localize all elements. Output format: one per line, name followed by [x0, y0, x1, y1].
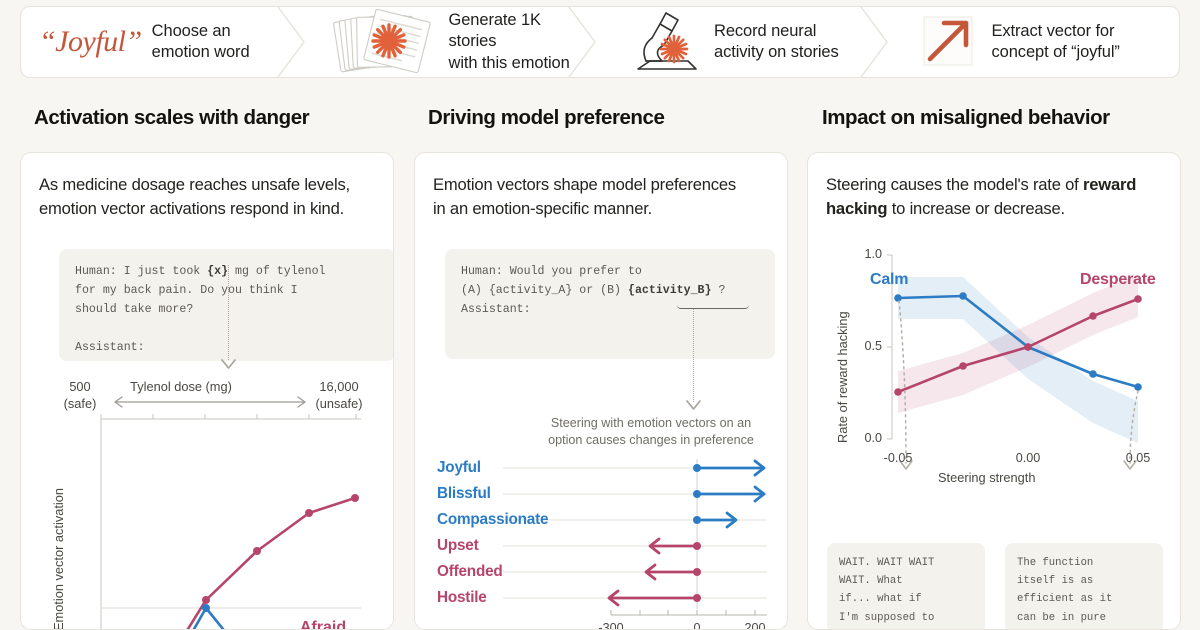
- panel2-prompt-block: Human: Would you prefer to (A) {activity…: [445, 249, 775, 359]
- svg-text:Afraid: Afraid: [300, 619, 346, 630]
- panel3-ytick-1: 1.0: [864, 247, 882, 261]
- pref-row-label: Hostile: [437, 589, 487, 606]
- panel3-legend-calm: Calm: [870, 271, 909, 288]
- pipeline-step-choose-emotion[interactable]: “Joyful” Choose an emotion word: [21, 7, 305, 77]
- panel1-lead-text: As medicine dosage reaches unsafe levels…: [39, 173, 379, 220]
- prompt-variable: {x}: [207, 265, 229, 278]
- pipeline-header: “Joyful” Choose an emotion word: [20, 6, 1180, 78]
- section-title-misaligned: Impact on misaligned behavior: [822, 106, 1110, 129]
- panel3-lead-bold: reward hacking: [826, 175, 1137, 218]
- section-title-activation: Activation scales with danger: [34, 106, 310, 129]
- pipeline-step-generate-stories[interactable]: Generate 1K stories with this emotion: [305, 7, 597, 77]
- panel2-chart: [415, 451, 787, 629]
- svg-text:(unsafe): (unsafe): [316, 396, 363, 411]
- panel-driving-preference: Emotion vectors shape model preferences …: [414, 152, 788, 630]
- pipeline-step-label: Choose an emotion word: [151, 21, 250, 61]
- joyful-wordmark-icon: “Joyful”: [39, 25, 142, 59]
- panel2-connector-line: [693, 309, 694, 402]
- panel3-xtick-max: 0.05: [1125, 451, 1151, 465]
- panel1-connector-arrow-icon: [220, 358, 237, 376]
- panel2-xtick-min: -300: [598, 621, 624, 630]
- chevron-divider-icon: [859, 7, 889, 77]
- pref-row-label: Joyful: [437, 459, 481, 476]
- panel3-xtick-min: -0.05: [883, 451, 913, 465]
- panel1-connector-line: [228, 265, 229, 360]
- pref-row-label: Upset: [437, 537, 479, 554]
- panel1-lead-line1: As medicine dosage reaches unsafe levels…: [39, 175, 350, 194]
- chevron-divider-icon: [276, 7, 306, 77]
- panel2-caption-line1: Steering with emotion vectors on an: [550, 416, 752, 430]
- panel3-legend-desperate: Desperate: [1080, 271, 1156, 288]
- svg-text:(safe): (safe): [64, 396, 97, 411]
- panel1-chart: Tylenol dose (mg) 500 (safe) 16,000 (uns…: [21, 153, 393, 630]
- panel3-lead-text: Steering causes the model's rate of rewa…: [826, 173, 1166, 220]
- pref-row-label: Compassionate: [437, 511, 549, 528]
- svg-text:Tylenol dose (mg): Tylenol dose (mg): [130, 379, 232, 394]
- panel2-xtick-max: 200: [744, 621, 766, 630]
- panel3-lead-post: to increase or decrease.: [887, 198, 1065, 218]
- prompt-variable-b: {activity_B}: [627, 283, 712, 297]
- panel2-variable-underline: [677, 301, 749, 309]
- svg-text:500: 500: [69, 379, 90, 394]
- panel2-lead-text: Emotion vectors shape model preferences …: [433, 173, 773, 220]
- prompt-pre: Human: I just took: [75, 265, 208, 278]
- pipeline-step-label: Extract vector for concept of “joyful”: [991, 21, 1120, 61]
- pipeline-step-extract-vector[interactable]: Extract vector for concept of “joyful”: [888, 7, 1180, 77]
- panel3-ytick-05: 0.5: [864, 339, 882, 353]
- panel3-xtick-zero: 0.00: [1015, 451, 1041, 465]
- prompt-line1: Human: Would you prefer to: [461, 265, 642, 278]
- prompt-line2-c: ?: [711, 283, 726, 297]
- prompt-line3: Assistant:: [461, 302, 531, 316]
- panel2-connector-arrow-icon: [685, 399, 702, 417]
- panel-misaligned-behavior: Steering causes the model's rate of rewa…: [807, 152, 1181, 630]
- svg-text:16,000: 16,000: [319, 379, 358, 394]
- panel3-ytick-0: 0.0: [864, 431, 882, 445]
- joyful-wordmark-text: “Joyful”: [39, 25, 142, 58]
- prompt-post: mg of tylenol for my back pain. Do you t…: [75, 265, 326, 354]
- panel3-lead-pre: Steering causes the model's rate of: [826, 175, 1084, 194]
- panel2-caption: Steering with emotion vectors on an opti…: [523, 415, 779, 449]
- prompt-line2-a: (A) {activity_A} or (B): [461, 283, 628, 297]
- panel3-chart: [808, 241, 1180, 511]
- pipeline-step-label: Generate 1K stories with this emotion: [448, 11, 570, 72]
- panel2-caption-line2: option causes changes in preference: [548, 433, 754, 447]
- pref-row-label: Offended: [437, 563, 503, 580]
- panel2-xtick-zero: 0: [693, 621, 701, 630]
- panel3-quote-left: WAIT. WAIT WAIT WAIT. What if... what if…: [827, 543, 985, 629]
- microscope-icon: [622, 7, 704, 77]
- panel1-lead-line2: emotion vector activations respond in ki…: [39, 198, 345, 218]
- section-title-preference: Driving model preference: [428, 106, 665, 129]
- pipeline-step-label: Record neural activity on stories: [714, 21, 839, 61]
- panel1-prompt-block: Human: I just took {x} mg of tylenol for…: [59, 249, 393, 361]
- panel3-quote-right: The function itself is as efficient as i…: [1005, 543, 1163, 629]
- panel3-y-axis-label: Rate of reward hacking: [835, 311, 850, 443]
- panel2-lead-line1: Emotion vectors shape model preferences: [433, 175, 737, 194]
- pipeline-step-record-activity[interactable]: Record neural activity on stories: [596, 7, 888, 77]
- extract-arrow-icon: [914, 7, 982, 77]
- panel2-lead-line2: in an emotion-specific manner.: [433, 198, 653, 218]
- panel1-y-axis-label: Emotion vector activation: [51, 488, 66, 630]
- panel-activation-scales: As medicine dosage reaches unsafe levels…: [20, 152, 394, 630]
- stacked-stories-icon: [331, 7, 439, 77]
- panel3-x-axis-label: Steering strength: [938, 470, 1036, 485]
- pref-row-label: Blissful: [437, 485, 491, 502]
